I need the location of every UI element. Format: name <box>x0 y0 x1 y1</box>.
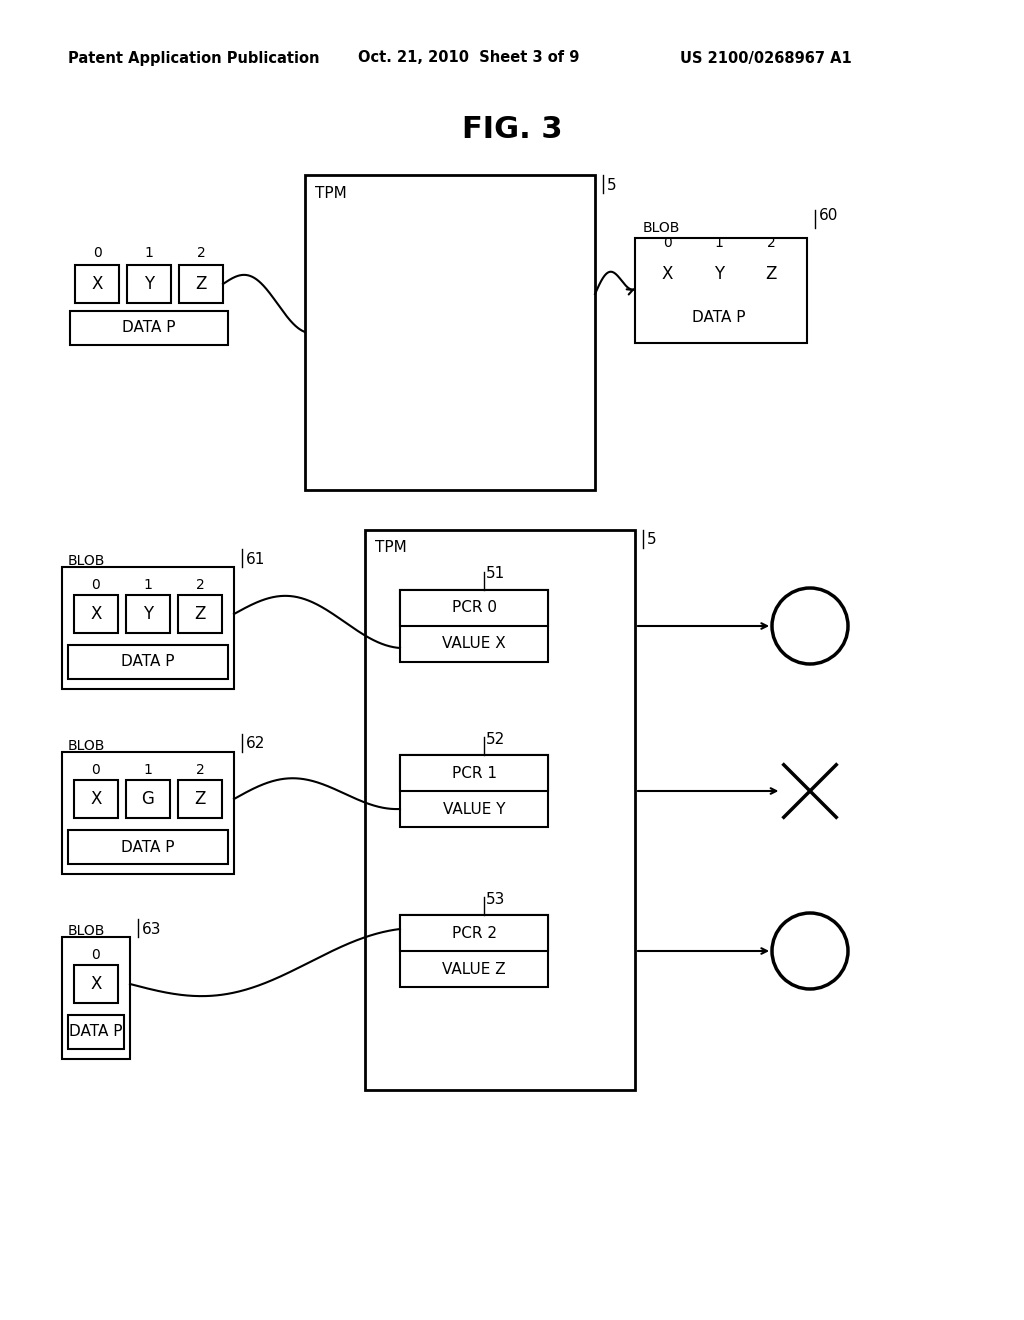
Bar <box>68 645 228 678</box>
Text: 2: 2 <box>196 763 205 777</box>
Text: Y: Y <box>143 605 153 623</box>
Text: DATA P: DATA P <box>121 840 175 854</box>
Text: 61: 61 <box>246 552 265 566</box>
Bar <box>400 915 548 950</box>
Bar <box>635 238 807 343</box>
Text: TPM: TPM <box>375 540 407 556</box>
Text: PCR 1: PCR 1 <box>452 766 497 780</box>
Text: 1: 1 <box>143 763 153 777</box>
Bar <box>400 590 548 663</box>
Bar <box>365 531 635 1090</box>
Text: DATA P: DATA P <box>121 655 175 669</box>
Text: 0: 0 <box>91 763 100 777</box>
Text: 0: 0 <box>91 578 100 591</box>
Text: Y: Y <box>714 265 724 282</box>
Bar <box>400 755 548 791</box>
Bar <box>68 1015 124 1049</box>
Bar <box>127 265 171 304</box>
Text: VALUE Z: VALUE Z <box>442 961 506 977</box>
Text: Z: Z <box>195 789 206 808</box>
Bar <box>178 595 222 634</box>
Text: Z: Z <box>765 265 776 282</box>
Text: Z: Z <box>196 275 207 293</box>
Text: 2: 2 <box>196 578 205 591</box>
Bar <box>126 595 170 634</box>
Bar <box>62 568 234 689</box>
Bar <box>178 780 222 818</box>
Text: DATA P: DATA P <box>692 310 745 326</box>
Text: PCR 0: PCR 0 <box>452 601 497 615</box>
Text: DATA P: DATA P <box>122 321 176 335</box>
Text: VALUE X: VALUE X <box>442 636 506 652</box>
Text: FIG. 3: FIG. 3 <box>462 116 562 144</box>
Bar <box>400 915 548 987</box>
Text: BLOB: BLOB <box>643 220 680 235</box>
Bar <box>645 255 689 293</box>
Text: 62: 62 <box>246 737 265 751</box>
Bar <box>697 255 741 293</box>
Text: X: X <box>90 975 101 993</box>
Text: 0: 0 <box>92 246 101 260</box>
Text: 2: 2 <box>767 236 775 249</box>
Text: 1: 1 <box>715 236 723 249</box>
Bar <box>74 780 118 818</box>
Text: X: X <box>90 605 101 623</box>
Text: BLOB: BLOB <box>68 739 105 752</box>
Text: BLOB: BLOB <box>68 554 105 568</box>
Text: 53: 53 <box>486 891 506 907</box>
Text: 51: 51 <box>486 566 505 582</box>
Bar <box>126 780 170 818</box>
Text: TPM: TPM <box>315 186 347 201</box>
Text: 5: 5 <box>647 532 656 548</box>
Text: 2: 2 <box>197 246 206 260</box>
Text: 5: 5 <box>607 177 616 193</box>
Text: 52: 52 <box>486 731 505 747</box>
Bar <box>74 965 118 1003</box>
Bar <box>305 176 595 490</box>
Text: DATA P: DATA P <box>70 1024 123 1040</box>
Text: 0: 0 <box>663 236 672 249</box>
Bar <box>74 595 118 634</box>
Text: VALUE Y: VALUE Y <box>442 801 505 817</box>
Bar <box>68 830 228 865</box>
Text: Z: Z <box>195 605 206 623</box>
Text: BLOB: BLOB <box>68 924 105 939</box>
Text: X: X <box>662 265 673 282</box>
Bar <box>62 937 130 1059</box>
Text: US 2100/0268967 A1: US 2100/0268967 A1 <box>680 50 852 66</box>
Text: PCR 2: PCR 2 <box>452 925 497 940</box>
Bar <box>70 312 228 345</box>
Bar <box>749 255 793 293</box>
Text: 1: 1 <box>143 578 153 591</box>
Text: 1: 1 <box>144 246 154 260</box>
Bar <box>179 265 223 304</box>
Bar <box>75 265 119 304</box>
Text: 0: 0 <box>91 948 100 962</box>
Text: Patent Application Publication: Patent Application Publication <box>68 50 319 66</box>
Text: Oct. 21, 2010  Sheet 3 of 9: Oct. 21, 2010 Sheet 3 of 9 <box>358 50 580 66</box>
Bar <box>400 755 548 828</box>
Text: Y: Y <box>144 275 154 293</box>
Text: X: X <box>90 789 101 808</box>
Text: 60: 60 <box>819 207 839 223</box>
Bar <box>400 590 548 626</box>
Text: X: X <box>91 275 102 293</box>
Bar <box>62 752 234 874</box>
Text: 63: 63 <box>142 921 162 936</box>
Bar <box>640 301 798 335</box>
Text: G: G <box>141 789 155 808</box>
